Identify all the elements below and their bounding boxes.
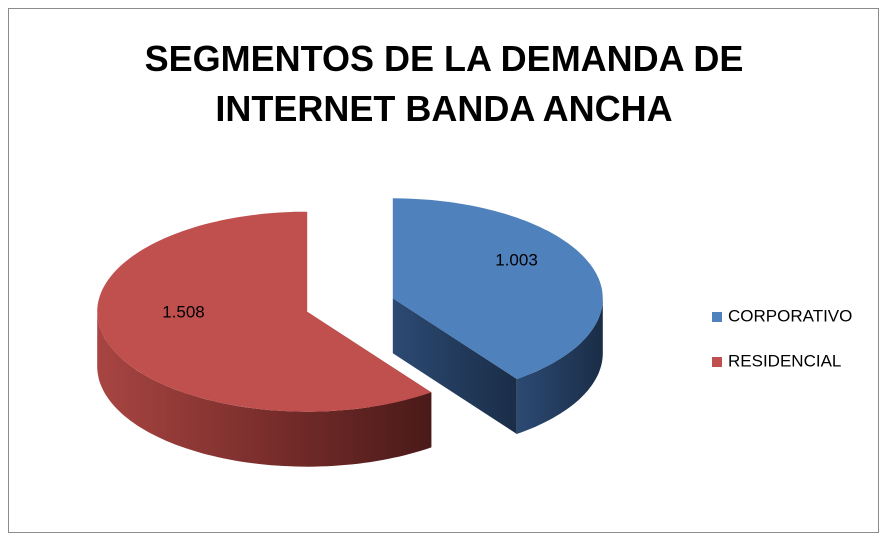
legend-label: CORPORATIVO (728, 306, 852, 325)
data-label: 1.003 (495, 251, 538, 270)
data-label: 1.508 (162, 302, 205, 321)
chart-title: SEGMENTOS DE LA DEMANDA DE INTERNET BAND… (144, 38, 744, 129)
legend-swatch (712, 357, 722, 367)
legend-label: RESIDENCIAL (728, 351, 841, 370)
legend-swatch (712, 312, 722, 322)
slice-side (516, 298, 603, 434)
slice (392, 198, 603, 379)
slice-side (97, 311, 432, 467)
slice (97, 211, 432, 412)
slice-cut-face (392, 298, 517, 434)
chart-frame (8, 8, 879, 533)
